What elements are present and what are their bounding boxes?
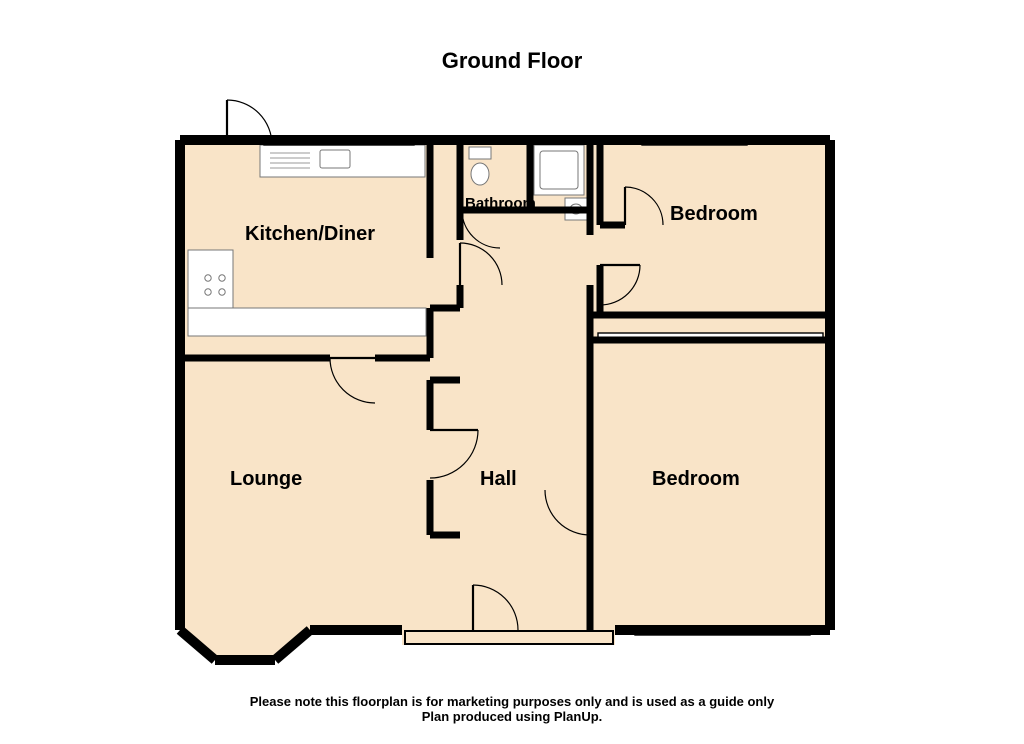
footer-line-1: Please note this floorplan is for market… — [0, 694, 1024, 709]
svg-text:Kitchen/Diner: Kitchen/Diner — [245, 223, 375, 245]
svg-text:Lounge: Lounge — [230, 468, 302, 490]
page-title: Ground Floor — [0, 48, 1024, 74]
svg-text:Bathroom: Bathroom — [465, 195, 536, 212]
footer-text: Please note this floorplan is for market… — [0, 694, 1024, 724]
footer-line-2: Plan produced using PlanUp. — [0, 709, 1024, 724]
floorplan-diagram: Kitchen/Diner Bathroom Bedroom Lounge Hall Be… — [160, 90, 860, 670]
svg-text:Bedroom: Bedroom — [652, 468, 740, 490]
svg-text:Bedroom: Bedroom — [670, 203, 758, 225]
svg-text:Hall: Hall — [480, 468, 517, 490]
